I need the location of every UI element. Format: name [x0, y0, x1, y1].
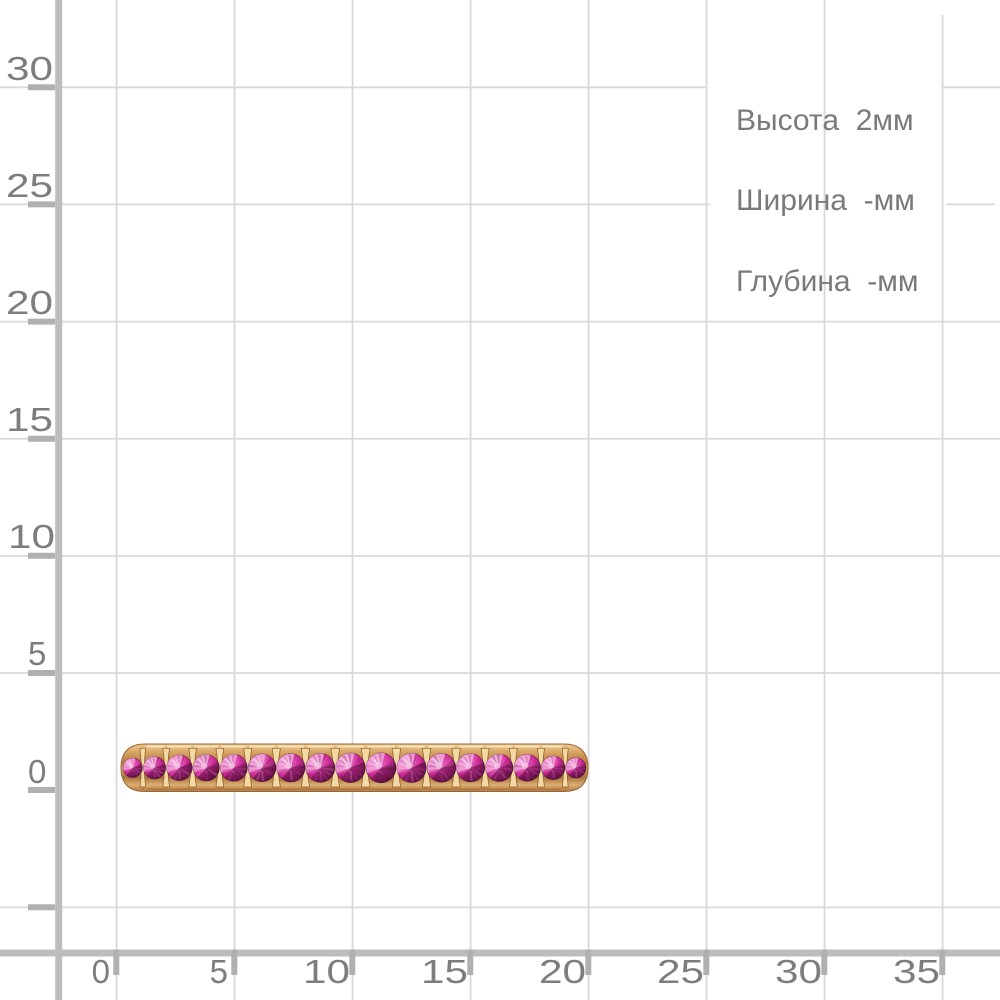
svg-text:10: 10 — [303, 953, 350, 990]
svg-text:20: 20 — [6, 284, 53, 321]
svg-text:0: 0 — [28, 753, 46, 790]
svg-text:0: 0 — [92, 953, 110, 990]
svg-text:15: 15 — [421, 953, 468, 990]
svg-text:30: 30 — [775, 953, 822, 990]
svg-text:35: 35 — [893, 953, 940, 990]
svg-text:5: 5 — [210, 953, 228, 990]
svg-text:10: 10 — [8, 518, 55, 555]
svg-text:25: 25 — [6, 167, 53, 204]
svg-text:25: 25 — [657, 953, 704, 990]
svg-text:Высота 2мм: Высота 2мм — [736, 104, 914, 137]
svg-text:5: 5 — [28, 635, 46, 672]
svg-text:30: 30 — [6, 50, 53, 87]
svg-text:20: 20 — [539, 953, 586, 990]
svg-text:Глубина -мм: Глубина -мм — [736, 265, 919, 298]
svg-text:15: 15 — [6, 401, 53, 438]
svg-text:Ширина -мм: Ширина -мм — [736, 184, 915, 217]
